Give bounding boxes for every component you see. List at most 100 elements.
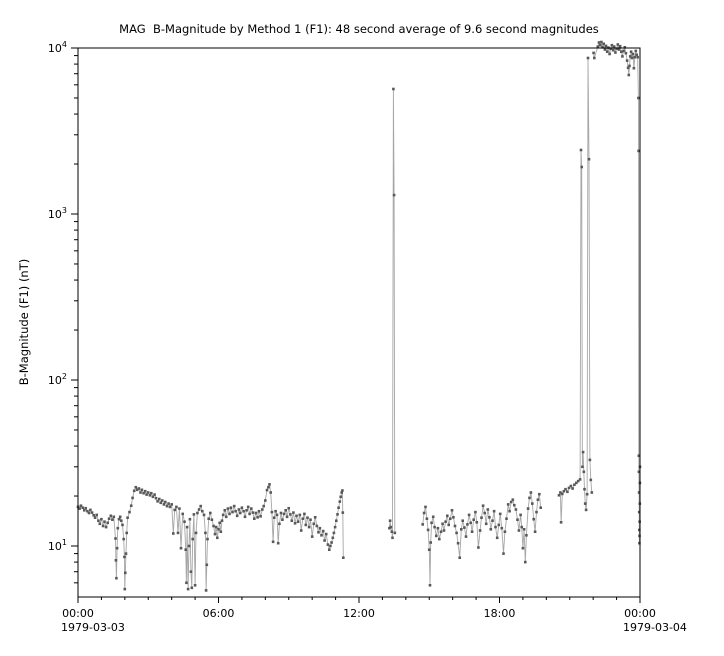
data-point (299, 529, 303, 532)
data-point (470, 530, 474, 533)
data-point (161, 499, 164, 502)
data-point (342, 556, 345, 559)
data-point (463, 526, 466, 529)
data-point (312, 522, 316, 526)
data-point (446, 514, 449, 518)
data-point (251, 511, 255, 514)
data-point (630, 56, 634, 60)
data-point (453, 524, 457, 528)
data-point (596, 45, 600, 48)
data-series-segment (76, 482, 345, 592)
x-axis-date-left: 1979-03-03 (61, 621, 125, 634)
data-point (184, 548, 187, 551)
data-point (431, 515, 435, 519)
data-point (585, 492, 589, 496)
data-point (609, 47, 612, 50)
data-point (146, 491, 150, 494)
data-point (620, 50, 623, 53)
data-point (539, 506, 542, 509)
data-point (89, 508, 92, 512)
data-point (433, 525, 436, 529)
series-line (388, 88, 396, 538)
data-point (514, 508, 518, 511)
data-point (636, 55, 639, 59)
x-tick-label: 00:00 (62, 607, 94, 620)
data-point (293, 522, 297, 525)
data-point (239, 511, 242, 515)
data-point (156, 500, 159, 503)
data-point (469, 521, 472, 525)
data-point (154, 496, 158, 500)
data-point (590, 491, 594, 494)
data-point (626, 66, 630, 70)
data-point (121, 523, 124, 527)
data-point (321, 529, 325, 533)
data-point (622, 49, 625, 53)
data-point (637, 96, 640, 100)
data-point (458, 556, 461, 559)
data-point (388, 526, 391, 530)
data-series-segment (388, 87, 397, 540)
data-point (444, 520, 447, 523)
data-point (176, 531, 180, 535)
data-point (122, 537, 125, 541)
data-point (151, 495, 155, 499)
data-point (290, 519, 294, 522)
data-point (84, 506, 87, 510)
data-point (210, 518, 214, 521)
data-point (340, 491, 343, 494)
data-point (452, 516, 455, 519)
data-point (268, 483, 271, 486)
data-series-segment (421, 491, 542, 587)
data-point (466, 523, 469, 526)
data-point (165, 504, 169, 508)
data-point (509, 500, 513, 504)
data-point (317, 531, 320, 534)
data-point (270, 510, 274, 514)
data-point (235, 514, 239, 518)
data-point (393, 531, 397, 535)
data-point (536, 498, 540, 501)
data-point (564, 487, 567, 491)
series-line (558, 57, 593, 523)
data-point (538, 492, 541, 496)
data-point (497, 523, 501, 527)
data-point (638, 541, 641, 545)
data-point (261, 508, 264, 511)
data-point (467, 513, 471, 517)
data-point (529, 491, 533, 494)
data-point (474, 510, 477, 514)
data-point (281, 518, 284, 521)
x-tick-label: 12:00 (343, 607, 375, 620)
data-point (117, 517, 121, 521)
data-point (278, 522, 281, 526)
data-point (392, 193, 396, 197)
data-point (140, 488, 144, 492)
data-series-segment (557, 56, 594, 524)
data-point (226, 507, 230, 510)
data-point (218, 521, 221, 525)
data-point (421, 523, 424, 526)
data-point (196, 511, 199, 515)
x-tick-label: 00:00 (624, 607, 656, 620)
data-point (207, 517, 210, 520)
data-point (204, 589, 208, 592)
data-point (326, 543, 330, 546)
data-point (313, 516, 317, 519)
data-point (264, 499, 267, 502)
data-point (438, 537, 441, 541)
data-point (521, 546, 525, 550)
data-point (159, 501, 162, 505)
data-point (298, 513, 302, 517)
data-point (323, 539, 326, 542)
data-point (234, 509, 237, 513)
data-point (275, 513, 279, 517)
data-point (528, 496, 531, 500)
data-point (477, 546, 480, 549)
data-point (265, 488, 269, 492)
data-point (480, 516, 483, 519)
data-point (78, 507, 81, 510)
data-point (488, 516, 491, 519)
